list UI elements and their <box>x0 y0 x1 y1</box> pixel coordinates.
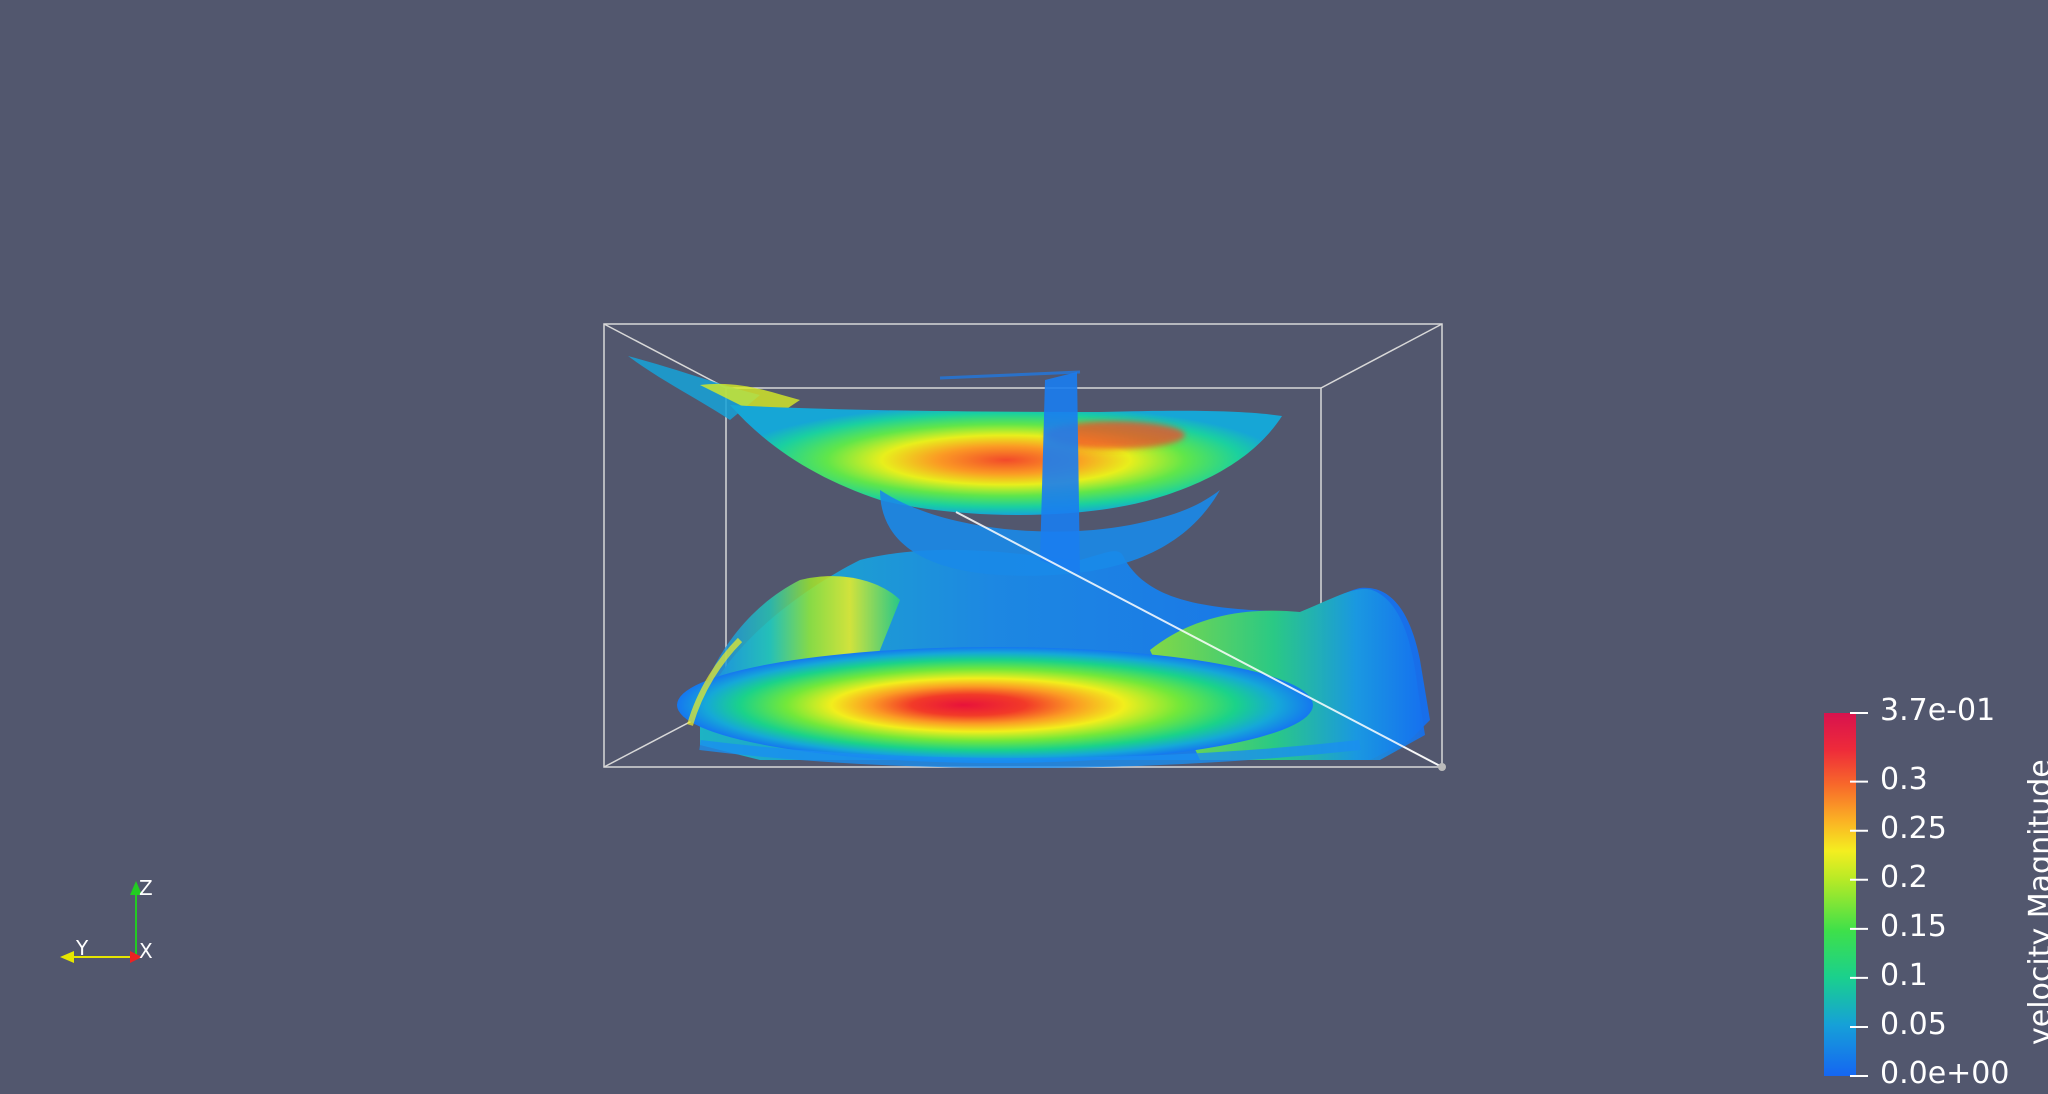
color-legend-tick-label: 0.05 <box>1880 1006 1947 1042</box>
color-legend <box>1824 712 1868 1077</box>
color-legend-tick-label: 0.2 <box>1880 859 1928 895</box>
color-legend-bar <box>1824 713 1856 1076</box>
color-legend-tick-label: 0.25 <box>1880 810 1947 846</box>
probe-handle[interactable] <box>1438 763 1446 771</box>
axis-y-label: Y <box>76 936 89 960</box>
orientation-axes <box>60 881 142 963</box>
streamlines-lower-sheet <box>677 549 1430 768</box>
color-legend-tick-label: 3.7e-01 <box>1880 693 1996 728</box>
axis-z-label: Z <box>139 876 153 900</box>
color-legend-tick-label: 0.3 <box>1880 761 1928 797</box>
streamlines-upper-sheet <box>628 356 1282 576</box>
axis-x-label: X <box>139 939 153 963</box>
color-legend-tick-label: 0.15 <box>1880 908 1947 944</box>
color-legend-tick-label: 0.0e+00 <box>1880 1056 2010 1091</box>
color-legend-title: velocity Magnitude <box>2023 759 2048 1045</box>
color-legend-tick-label: 0.1 <box>1880 957 1928 993</box>
probe-line <box>955 511 1443 768</box>
